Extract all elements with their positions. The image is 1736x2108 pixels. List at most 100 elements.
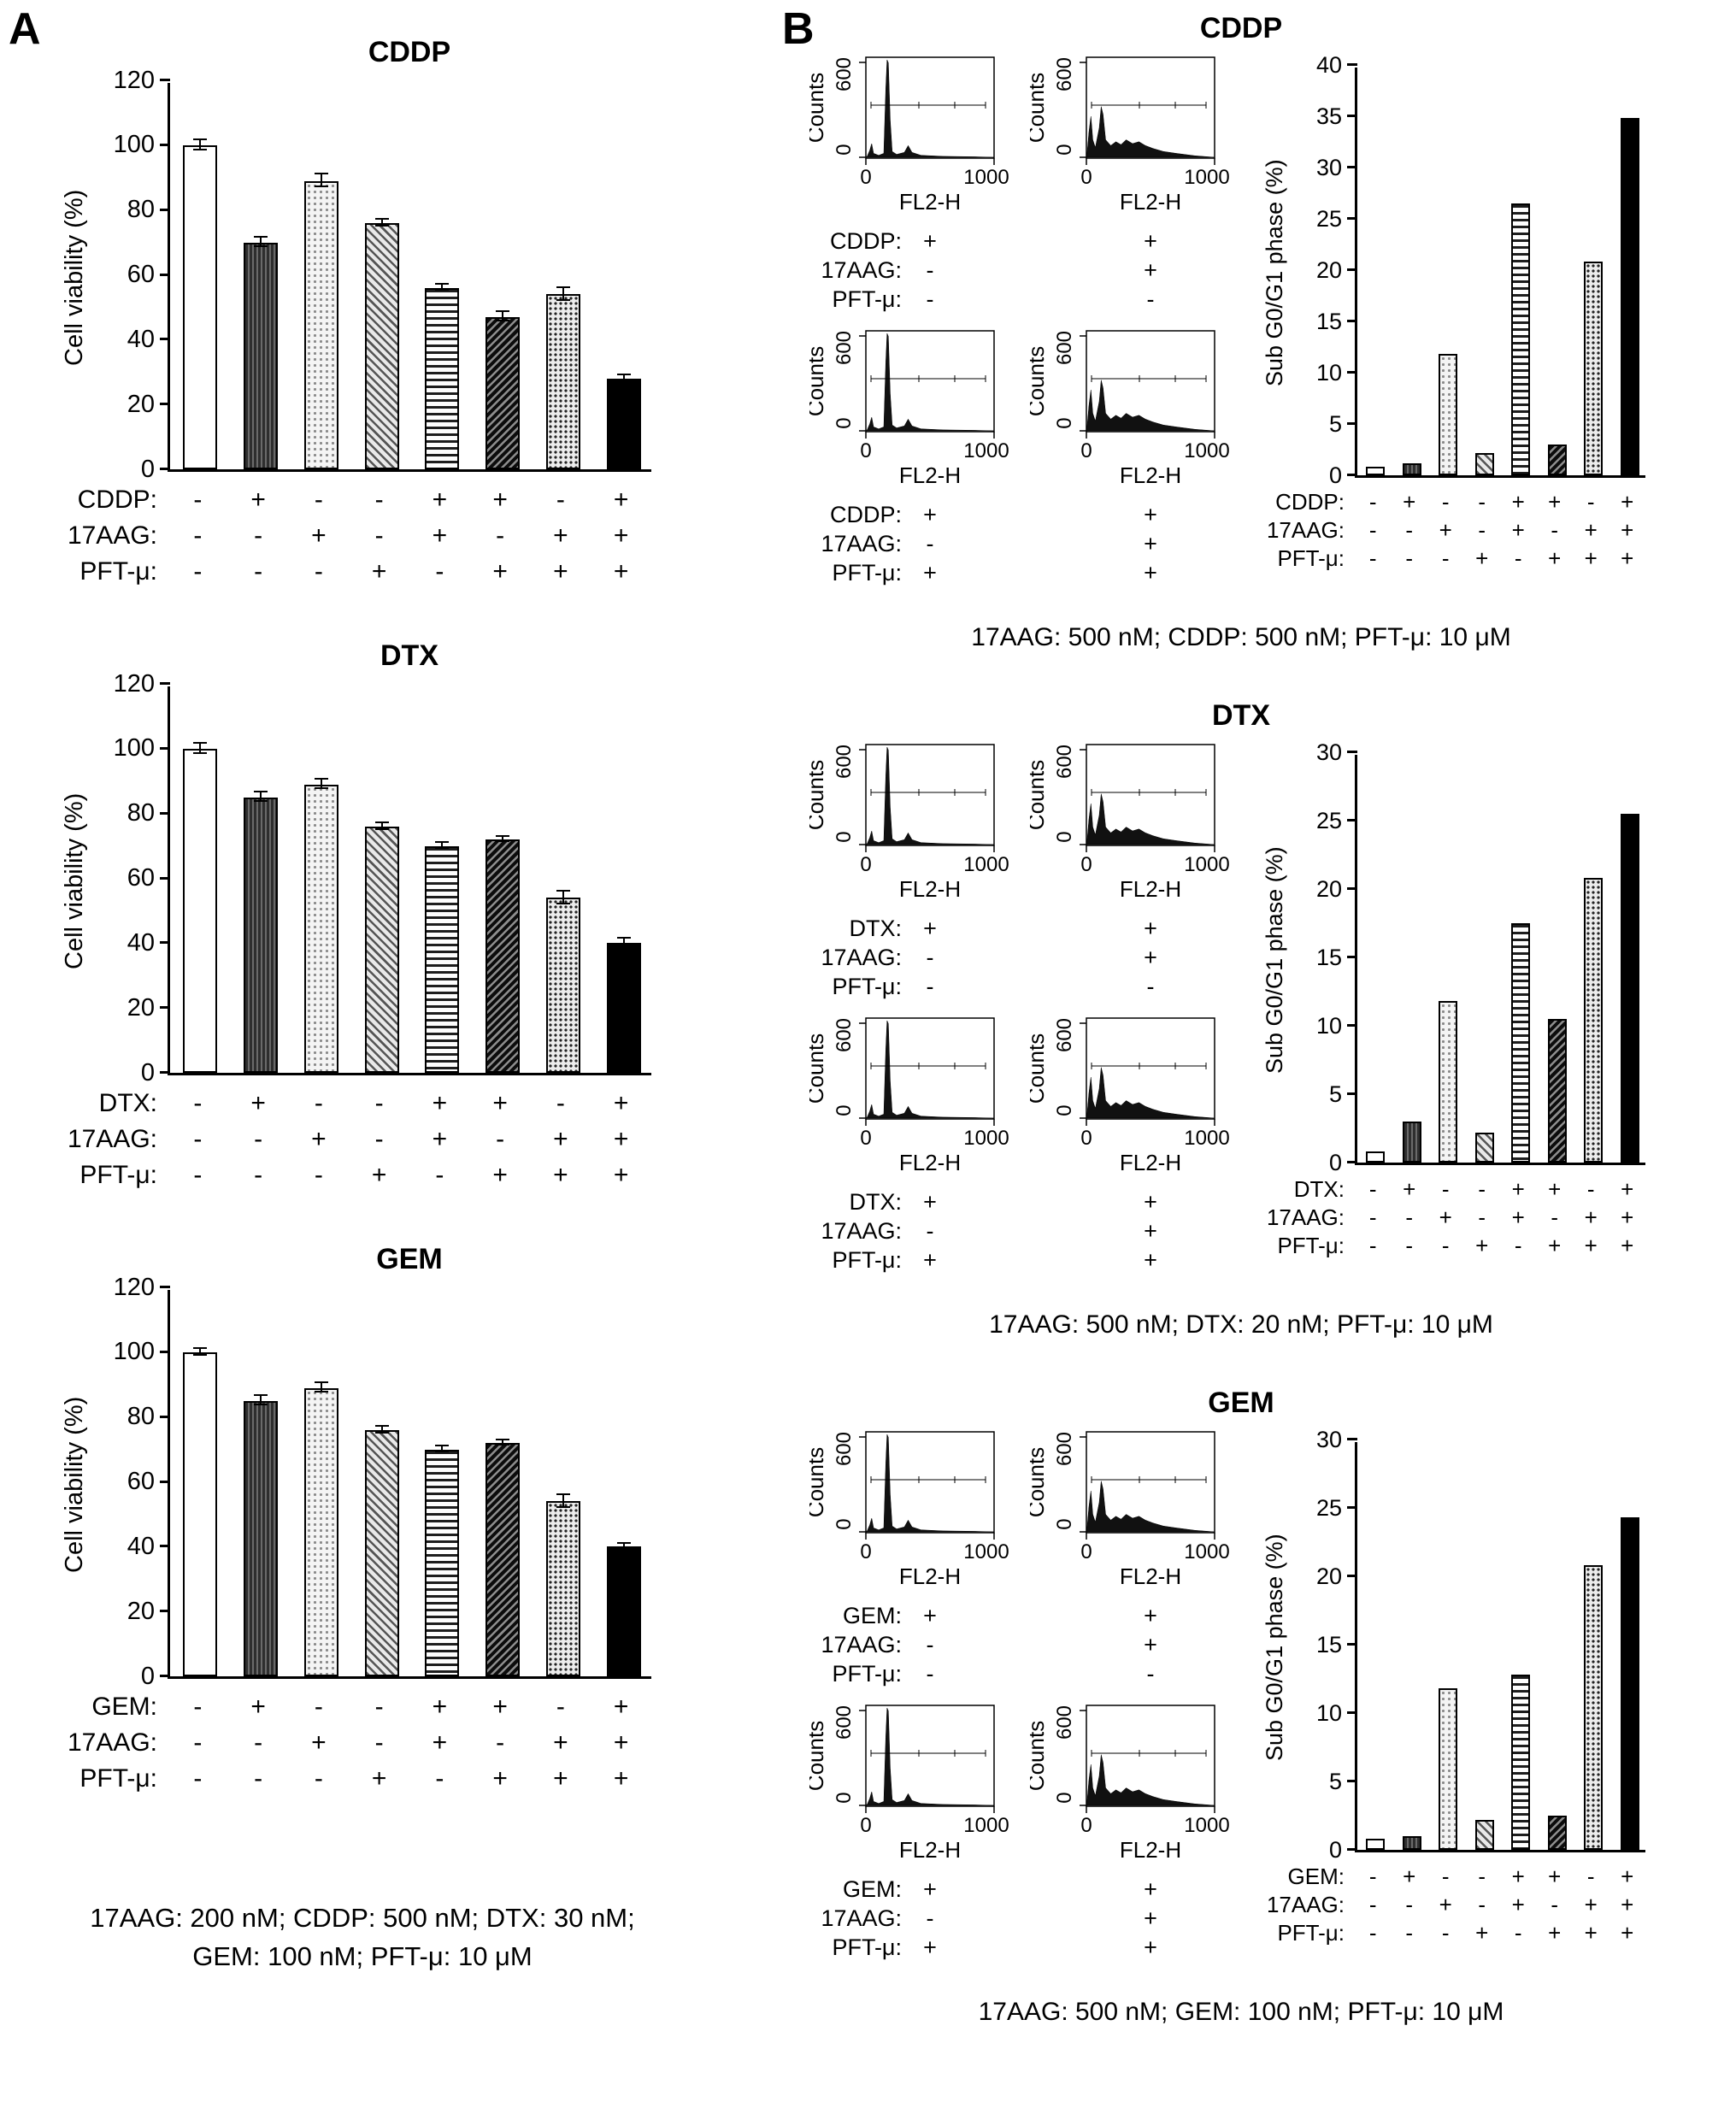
- flow-x-tick-max: 1000: [963, 853, 1009, 876]
- condition-value: -: [1478, 1204, 1486, 1230]
- bar: [1366, 1839, 1386, 1850]
- flow-x-tick-max: 1000: [1184, 1814, 1229, 1837]
- condition-row-label: 17AAG:: [67, 521, 157, 550]
- flow-y-tick-min: 0: [833, 831, 856, 842]
- y-tick-mark: [160, 1286, 170, 1288]
- y-tick-mark: [1347, 1024, 1357, 1027]
- bar: [1584, 1565, 1604, 1850]
- flow-condition-value-right: -: [1146, 286, 1155, 312]
- bar: [1547, 1019, 1567, 1163]
- bar: [606, 378, 641, 469]
- flow-y-tick-min: 0: [1053, 831, 1076, 842]
- y-tick-label: 15: [1315, 1631, 1342, 1658]
- bar: [606, 943, 641, 1073]
- flow-condition-labels: CDDP: + +17AAG: - + PFT-μ: + +: [809, 502, 1244, 589]
- condition-value: +: [492, 486, 508, 514]
- condition-row: PFT-μ: - - - + - + + +: [79, 1761, 651, 1797]
- error-bar-cap: [496, 834, 510, 837]
- flow-x-tick-max: 1000: [963, 439, 1009, 462]
- flow-y-axis-title: Counts: [1030, 73, 1049, 143]
- panel-a-footnote: 17AAG: 200 nM; CDDP: 500 nM; DTX: 30 nM;…: [12, 1899, 713, 1976]
- flow-x-tick-max: 1000: [1184, 853, 1229, 876]
- condition-value: -: [1441, 1176, 1450, 1202]
- flow-condition-value-left: +: [923, 1934, 937, 1960]
- condition-value: +: [492, 1764, 508, 1793]
- flow-x-axis-title: FL2-H: [899, 1837, 961, 1863]
- flow-condition-row: GEM: + +: [809, 1603, 1244, 1632]
- flow-x-axis-title: FL2-H: [899, 1150, 961, 1175]
- condition-value: -: [1551, 1892, 1559, 1917]
- y-tick-label: 20: [1315, 256, 1342, 283]
- flow-y-tick-min: 0: [1053, 1104, 1076, 1116]
- bar: [1474, 1132, 1494, 1163]
- error-bar-cap: [254, 791, 268, 793]
- error-bar-cap: [435, 840, 450, 843]
- flow-histogram: Counts 600 0 0 1000 FL2-H: [803, 327, 1023, 498]
- condition-value: -: [1368, 517, 1377, 543]
- condition-value: -: [314, 486, 323, 514]
- condition-value: -: [1478, 1864, 1486, 1889]
- condition-row: CDDP: - + - - + + - +: [78, 482, 651, 518]
- condition-value: +: [1584, 1204, 1598, 1230]
- condition-row: GEM: - + - - + + - +: [91, 1689, 651, 1725]
- y-tick-label: 80: [127, 1403, 155, 1431]
- condition-value: -: [374, 1728, 384, 1757]
- condition-row-label: PFT-μ:: [1277, 1920, 1345, 1946]
- flow-condition-labels: DTX: + +17AAG: - + PFT-μ: - -: [809, 916, 1244, 1003]
- flow-x-axis-title: FL2-H: [1120, 1150, 1181, 1175]
- y-tick-label: 120: [113, 669, 155, 698]
- condition-matrix: CDDP: - + - - + + - +17AAG: - - + - + - + + PFT-μ: - - - + - + +…: [68, 482, 651, 590]
- flow-condition-row-label: PFT-μ:: [832, 1934, 902, 1960]
- condition-value: +: [613, 1693, 629, 1721]
- y-tick-mark: [160, 79, 170, 81]
- flow-condition-value-right: +: [1144, 1189, 1157, 1215]
- bar: [183, 748, 218, 1073]
- condition-value: -: [1368, 1892, 1377, 1917]
- condition-value: +: [1621, 1920, 1634, 1946]
- condition-value: +: [613, 557, 629, 586]
- error-bar-cap: [374, 224, 389, 227]
- condition-value: -: [254, 1728, 263, 1757]
- condition-value: -: [254, 1764, 263, 1793]
- condition-value: +: [1439, 1892, 1452, 1917]
- flow-x-tick-max: 1000: [963, 1540, 1009, 1563]
- panel-a-footnote-line-1: 17AAG: 200 nM; CDDP: 500 nM; DTX: 30 nM;: [90, 1903, 635, 1933]
- bar: [1402, 462, 1421, 475]
- flow-x-tick-min: 0: [860, 1814, 871, 1837]
- condition-value: +: [613, 521, 629, 550]
- flow-plots: Counts 600 0 0 1000 FL2-H Counts 600 0 0 1000 FL2-H…: [803, 1428, 1244, 1976]
- flow-condition-row: CDDP: + +: [809, 502, 1244, 531]
- error-bar: [562, 1494, 564, 1508]
- flow-x-tick-min: 0: [1080, 166, 1092, 189]
- error-bar: [380, 823, 383, 830]
- condition-value: -: [1586, 1864, 1595, 1889]
- error-bar-cap: [314, 1381, 328, 1383]
- condition-value: +: [1621, 1864, 1634, 1889]
- condition-value: +: [553, 521, 568, 550]
- flow-x-axis-title: FL2-H: [1120, 189, 1181, 215]
- flow-x-tick-max: 1000: [963, 166, 1009, 189]
- flow-x-tick-max: 1000: [963, 1814, 1009, 1837]
- condition-value: +: [1403, 489, 1416, 515]
- condition-row-label: PFT-μ:: [79, 557, 157, 586]
- y-tick-mark: [1347, 63, 1357, 66]
- y-axis-title: Sub G0/G1 phase (%): [1262, 1534, 1287, 1761]
- flow-condition-value-left: +: [923, 1603, 937, 1628]
- error-bar-cap: [314, 185, 328, 188]
- error-bar: [441, 1446, 444, 1453]
- condition-value: -: [314, 1161, 323, 1189]
- flow-condition-row: PFT-μ: - -: [809, 1661, 1244, 1690]
- flow-x-axis-title: FL2-H: [899, 876, 961, 902]
- y-tick-mark: [160, 1350, 170, 1353]
- bar: [303, 180, 338, 469]
- flow-plot-frame: [1086, 330, 1215, 433]
- condition-row: 17AAG: - - + - + - + +: [68, 1725, 651, 1761]
- error-bar: [502, 836, 504, 843]
- error-bar-cap: [314, 777, 328, 780]
- flow-plot-frame: [865, 744, 995, 846]
- group-title: CDDP: [1199, 12, 1283, 44]
